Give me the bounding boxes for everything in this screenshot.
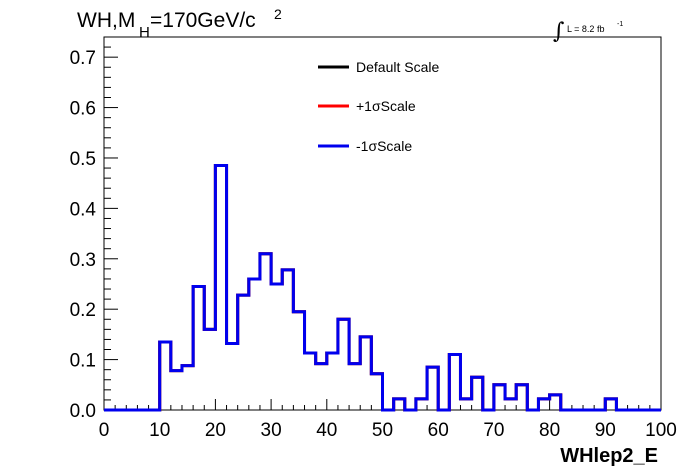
luminosity-label: ∫ L = 8.2 fb -1 bbox=[553, 19, 623, 44]
y-tick-label: 0.4 bbox=[70, 199, 97, 220]
title-rest: =170GeV/c bbox=[150, 9, 256, 32]
y-tick-label: 0.6 bbox=[70, 99, 96, 120]
y-axis-ticks: 0.0 0.1 0.2 0.3 0.4 0.5 0.6 0.7 bbox=[70, 46, 118, 422]
x-tick-label: 50 bbox=[372, 420, 393, 441]
x-tick-label: 20 bbox=[205, 420, 226, 441]
x-tick-label: 70 bbox=[483, 420, 504, 441]
title-subscript: H bbox=[139, 24, 150, 41]
x-tick-label: 10 bbox=[149, 420, 170, 441]
series-layer bbox=[104, 164, 661, 412]
title-main: WH,M bbox=[77, 9, 135, 32]
title-superscript: 2 bbox=[274, 6, 282, 22]
y-tick-label: 0.7 bbox=[70, 48, 96, 69]
y-tick-label: 0.5 bbox=[70, 149, 96, 170]
x-tick-label: 100 bbox=[645, 420, 677, 441]
legend-label-minus1sigma: -1σScale bbox=[356, 138, 412, 154]
legend: Default Scale +1σScale -1σScale bbox=[318, 59, 439, 154]
x-axis-label: WHlep2_E bbox=[560, 445, 658, 467]
y-tick-label: 0.3 bbox=[70, 250, 96, 271]
y-tick-label: 0.2 bbox=[70, 300, 96, 321]
x-tick-label: 90 bbox=[595, 420, 616, 441]
lumi-superscript: -1 bbox=[617, 21, 623, 28]
x-tick-label: 0 bbox=[99, 420, 110, 441]
y-tick-label: 0.1 bbox=[70, 351, 96, 372]
y-tick-label: 0.0 bbox=[70, 401, 96, 422]
chart-title: WH,M H =170GeV/c 2 bbox=[77, 6, 282, 41]
legend-label-plus1sigma: +1σScale bbox=[356, 98, 416, 114]
integral-sign: ∫ bbox=[553, 19, 565, 44]
x-tick-label: 40 bbox=[316, 420, 337, 441]
lumi-text: L = 8.2 fb bbox=[567, 24, 604, 34]
x-tick-label: 80 bbox=[539, 420, 560, 441]
x-tick-label: 60 bbox=[428, 420, 449, 441]
x-tick-label: 30 bbox=[261, 420, 282, 441]
series-minus1sigma-scale bbox=[104, 164, 661, 412]
legend-label-default: Default Scale bbox=[356, 59, 439, 75]
